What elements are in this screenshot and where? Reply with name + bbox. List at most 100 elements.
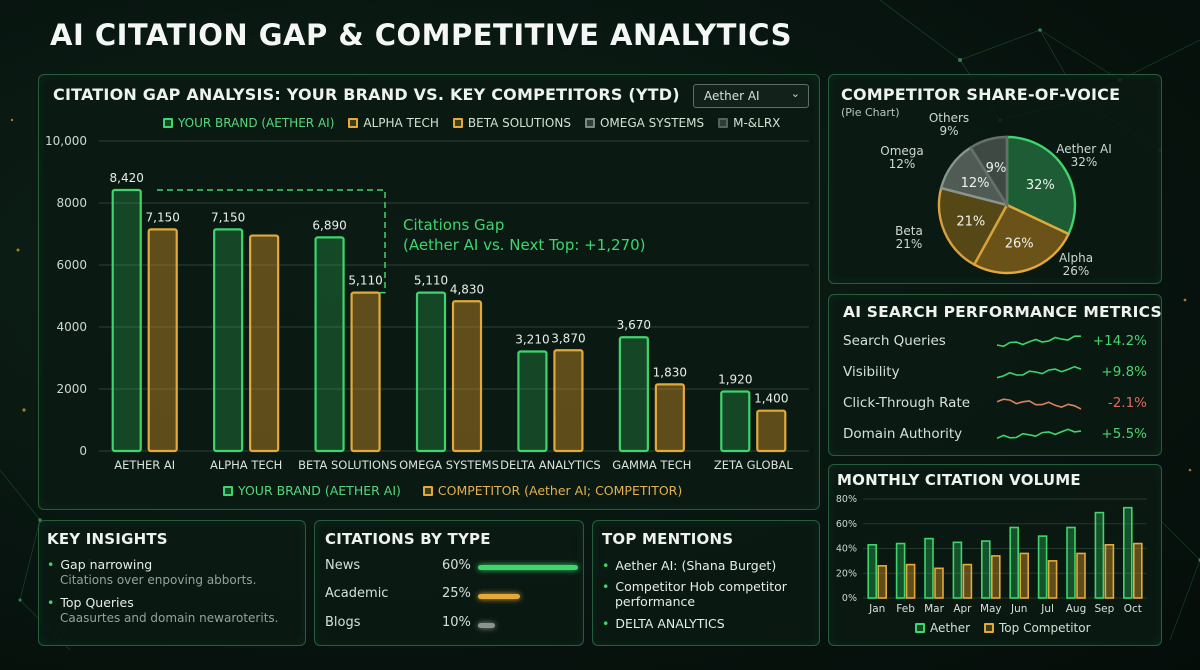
aether-month-bar <box>981 540 991 599</box>
metric-label: Click-Through Rate <box>843 395 971 411</box>
competitor-month-bar <box>991 555 1001 599</box>
brand-bar <box>314 236 345 453</box>
bar-value-label: 3,670 <box>617 318 651 332</box>
legend-item: ALPHA TECH <box>348 116 439 130</box>
search-metrics-title: AI SEARCH PERFORMANCE METRICS <box>843 303 1162 321</box>
monthly-volume-title: MONTHLY CITATION VOLUME <box>837 471 1081 489</box>
pie-outer-name: Aether AI <box>1056 142 1112 156</box>
bar-value-label: 7,150 <box>211 210 245 224</box>
metric-label: Visibility <box>843 364 900 380</box>
competitor-month-bar <box>1019 552 1029 599</box>
x-tick-label: Feb <box>896 603 915 615</box>
aether-month-bar <box>1066 526 1076 599</box>
pie-outer-name: Beta <box>895 224 923 238</box>
monthly-legend: Aether Top Competitor <box>915 621 1091 635</box>
competitor-bar <box>147 228 178 453</box>
top-mentions-panel: TOP MENTIONS • Aether AI: (Shana Burget) … <box>592 520 820 646</box>
pie-outer-name: Omega <box>880 144 924 158</box>
brand-select[interactable]: Aether AI ⌄ <box>693 84 809 108</box>
sparkline <box>996 335 1081 348</box>
y-tick-label: 80% <box>836 494 857 505</box>
aether-month-bar <box>1094 511 1105 599</box>
mention-item: • Competitor Hob competitor performance <box>602 579 787 609</box>
chart-legend-top: YOUR BRAND (AETHER AI) ALPHA TECH BETA S… <box>163 116 780 130</box>
x-tick-label: ZETA GLOBAL <box>714 458 794 472</box>
citations-by-type-panel: CITATIONS BY TYPE News Academic Blogs 60… <box>314 520 584 646</box>
citation-gap-title: CITATION GAP ANALYSIS: YOUR BRAND VS. KE… <box>53 85 680 104</box>
share-of-voice-panel: COMPETITOR SHARE-OF-VOICE (Pie Chart) 32… <box>828 74 1162 284</box>
metric-sparklines <box>996 335 1082 440</box>
legend-item: BETA SOLUTIONS <box>452 116 571 130</box>
y-tick-label: 60% <box>836 519 857 530</box>
type-share-bar <box>478 623 495 628</box>
gap-annotation-line2: (Aether AI vs. Next Top: +1,270) <box>403 236 646 254</box>
aether-month-bar <box>1009 526 1019 599</box>
mention-item: • DELTA ANALYTICS <box>602 616 725 631</box>
aether-month-bar <box>895 542 906 599</box>
pie-outer-name: Others <box>929 111 969 125</box>
x-tick-label: Mar <box>924 603 944 615</box>
sparkline <box>996 428 1082 440</box>
x-tick-label: OMEGA SYSTEMS <box>399 458 499 472</box>
legend-item: M-&LRX <box>718 116 780 130</box>
metric-change: +14.2% <box>1092 333 1147 349</box>
legend-item: YOUR BRAND (AETHER AI) <box>223 483 401 498</box>
share-of-voice-subtitle: (Pie Chart) <box>841 106 900 119</box>
type-label: Blogs <box>325 615 361 630</box>
x-tick-label: BETA SOLUTIONS <box>298 458 397 472</box>
x-tick-label: ALPHA TECH <box>210 458 282 472</box>
competitor-bar <box>249 234 280 453</box>
legend-item: YOUR BRAND (AETHER AI) <box>163 116 334 130</box>
y-tick-label: 0% <box>842 593 857 604</box>
legend-item: Top Competitor <box>984 621 1091 635</box>
search-metrics-panel: AI SEARCH PERFORMANCE METRICS Search Que… <box>828 294 1162 456</box>
sparkline <box>996 398 1082 410</box>
metric-change: +9.8% <box>1101 364 1147 380</box>
y-tick-label: 20% <box>836 568 857 579</box>
competitor-bar <box>654 383 685 453</box>
x-tick-label: Sep <box>1095 603 1115 615</box>
share-of-voice-pie: 32%Aether AI32%26%Alpha26%21%Beta21%12%O… <box>880 111 1112 278</box>
insight-detail: Caasurtes and domain newaroterits. <box>60 611 279 625</box>
x-tick-label: Jun <box>1010 603 1027 615</box>
pie-outer-name: Alpha <box>1059 251 1093 265</box>
type-label: News <box>325 558 361 573</box>
y-tick-label: 2000 <box>56 382 87 396</box>
pie-outer-pct: 9% <box>939 124 958 138</box>
type-share-bar <box>478 594 520 599</box>
brand-bar <box>517 350 548 453</box>
competitor-bar <box>350 291 381 453</box>
pie-slice <box>937 186 1009 267</box>
type-label: Academic <box>325 586 389 601</box>
page-title: AI CITATION GAP & COMPETITIVE ANALYTICS <box>50 18 792 52</box>
bar-value-label: 4,830 <box>450 282 484 296</box>
y-tick-label: 10,000 <box>45 134 87 148</box>
pie-slice-label: 26% <box>1005 237 1034 252</box>
bar-value-label: 6,890 <box>312 218 346 232</box>
pie-outer-pct: 26% <box>1063 264 1090 278</box>
share-of-voice-title: COMPETITOR SHARE-OF-VOICE <box>841 85 1121 104</box>
key-insights-title: KEY INSIGHTS <box>47 530 168 548</box>
top-mentions-title: TOP MENTIONS <box>602 530 734 548</box>
aether-month-bar <box>1122 506 1133 599</box>
brand-bar <box>720 390 751 453</box>
pie-slice <box>1005 135 1077 236</box>
pie-slice-label: 32% <box>1026 178 1055 193</box>
bar-value-label: 5,110 <box>348 274 382 288</box>
pie-outer-pct: 32% <box>1071 155 1098 169</box>
key-insights-panel: KEY INSIGHTS • Gap narrowing Citations ov… <box>38 520 306 646</box>
metric-change: -2.1% <box>1107 395 1147 411</box>
gap-bracket <box>157 189 386 294</box>
y-tick-label: 6000 <box>56 258 87 272</box>
competitor-month-bar <box>934 567 944 599</box>
x-tick-label: Jul <box>1040 603 1054 615</box>
citations-by-type-title: CITATIONS BY TYPE <box>325 530 491 548</box>
pie-outer-pct: 21% <box>896 237 923 251</box>
mention-item: • Aether AI: (Shana Burget) <box>602 558 777 573</box>
x-tick-label: Jan <box>868 603 885 615</box>
bar-value-label: 1,400 <box>754 392 788 406</box>
bar-value-label: 5,110 <box>414 274 448 288</box>
y-tick-label: 0 <box>79 444 87 458</box>
competitor-month-bar <box>1132 542 1143 599</box>
aether-month-bar <box>867 543 878 599</box>
